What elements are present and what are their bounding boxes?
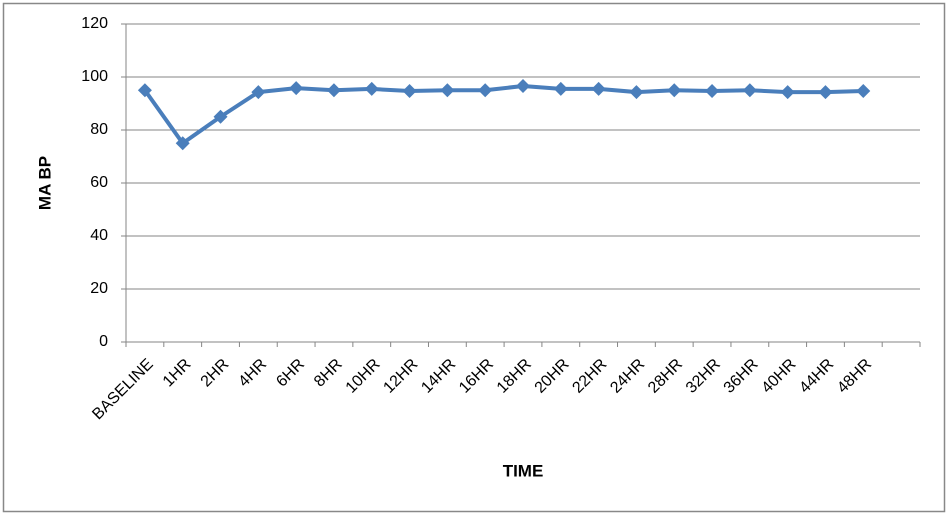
y-axis-title: MA BP <box>35 156 54 210</box>
marker <box>553 81 568 96</box>
marker <box>175 136 190 151</box>
marker <box>402 84 417 99</box>
marker <box>137 83 152 98</box>
marker <box>289 81 304 96</box>
marker <box>591 81 606 96</box>
y-tick-label: 100 <box>81 68 108 85</box>
marker <box>742 83 757 98</box>
marker <box>856 84 871 99</box>
marker <box>440 83 455 98</box>
marker <box>705 84 720 99</box>
marker <box>478 83 493 98</box>
marker <box>326 83 341 98</box>
marker <box>667 83 682 98</box>
y-tick-label: 80 <box>90 121 108 138</box>
y-tick-label: 120 <box>81 15 108 32</box>
y-tick-label: 60 <box>90 174 108 191</box>
marker <box>516 79 530 94</box>
y-tick-label: 40 <box>90 227 108 244</box>
y-tick-label: 0 <box>99 333 108 350</box>
marker <box>780 85 795 100</box>
chart-frame <box>2 2 946 513</box>
y-tick-label: 20 <box>90 280 108 297</box>
x-axis-title: TIME <box>503 461 544 480</box>
marker <box>251 85 266 100</box>
marker <box>629 85 644 100</box>
marker <box>818 85 833 100</box>
marker <box>213 109 228 124</box>
marker <box>364 81 379 96</box>
